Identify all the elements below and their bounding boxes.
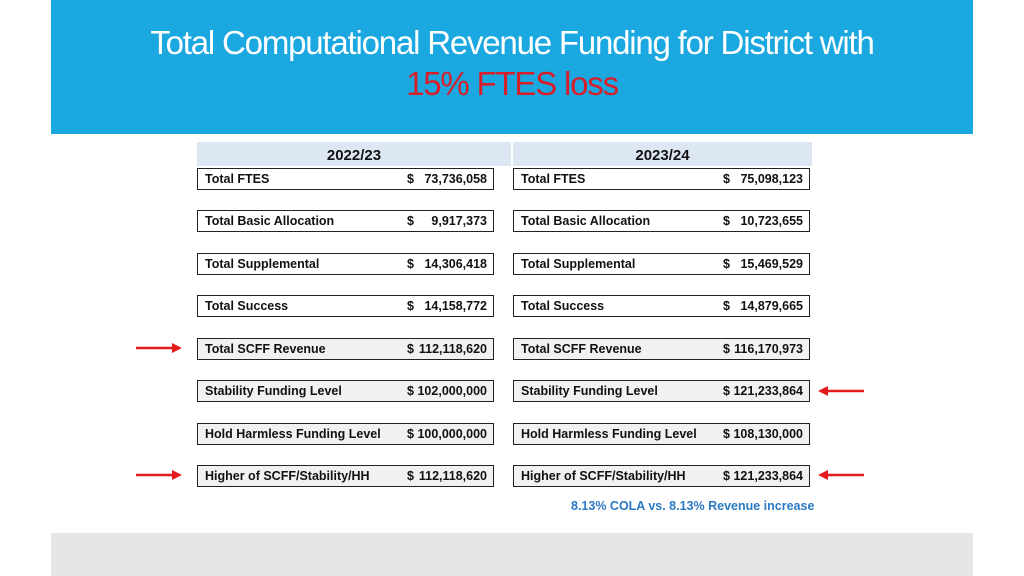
dollar-sign: $ xyxy=(723,214,730,228)
table-row: Hold Harmless Funding Level $100,000,000 xyxy=(197,423,494,445)
column-2023-24: 2023/24 Total FTES $75,098,123 Total Basi… xyxy=(513,142,812,487)
table-row: Hold Harmless Funding Level $108,130,000 xyxy=(513,423,810,445)
slide-subtitle: 15% FTES loss xyxy=(406,65,619,102)
table-row: Stability Funding Level $102,000,000 xyxy=(197,380,494,402)
row-value: 75,098,123 xyxy=(740,172,803,186)
row-label: Total SCFF Revenue xyxy=(205,342,326,356)
row-value: 9,917,373 xyxy=(431,214,487,228)
cola-note: 8.13% COLA vs. 8.13% Revenue increase xyxy=(571,499,815,513)
dollar-sign: $ xyxy=(723,299,730,313)
row-label: Stability Funding Level xyxy=(205,384,342,398)
table-row: Total Success $14,879,665 xyxy=(513,295,810,317)
arrow-right-icon xyxy=(136,470,182,480)
row-value: 14,306,418 xyxy=(424,257,487,271)
dollar-sign: $ xyxy=(407,342,414,356)
slide-title: Total Computational Revenue Funding for … xyxy=(150,24,874,61)
row-value: 102,000,000 xyxy=(417,384,487,398)
table-row: Total Supplemental $14,306,418 xyxy=(197,253,494,275)
row-value: 10,723,655 xyxy=(740,214,803,228)
column-2022-23: 2022/23 Total FTES $73,736,058 Total Basi… xyxy=(197,142,511,487)
dollar-sign: $ xyxy=(407,172,414,186)
table-row: Higher of SCFF/Stability/HH $121,233,864 xyxy=(513,465,810,487)
row-label: Total FTES xyxy=(205,172,270,186)
title-banner: Total Computational Revenue Funding for … xyxy=(51,0,973,134)
dollar-sign: $ xyxy=(407,299,414,313)
dollar-sign: $ xyxy=(723,469,730,483)
table-row: Total Basic Allocation $9,917,373 xyxy=(197,210,494,232)
table-row: Higher of SCFF/Stability/HH $112,118,620 xyxy=(197,465,494,487)
table-row: Total FTES $75,098,123 xyxy=(513,168,810,190)
row-value: 73,736,058 xyxy=(424,172,487,186)
row-label: Total Success xyxy=(205,299,289,313)
dollar-sign: $ xyxy=(723,257,730,271)
dollar-sign: $ xyxy=(723,342,730,356)
dollar-sign: $ xyxy=(407,384,414,398)
table-row: Total Success $14,158,772 xyxy=(197,295,494,317)
dollar-sign: $ xyxy=(407,214,414,228)
row-value: 100,000,000 xyxy=(417,427,487,441)
table-row: Stability Funding Level $121,233,864 xyxy=(513,380,810,402)
table-row: Total FTES $73,736,058 xyxy=(197,168,494,190)
row-value: 14,879,665 xyxy=(740,299,803,313)
dollar-sign: $ xyxy=(723,427,730,441)
row-value: 112,118,620 xyxy=(418,469,487,483)
row-label: Stability Funding Level xyxy=(521,384,658,398)
dollar-sign: $ xyxy=(407,427,414,441)
row-label: Total Basic Allocation xyxy=(205,214,335,228)
table-row: Total SCFF Revenue $112,118,620 xyxy=(197,338,494,360)
row-label: Total Basic Allocation xyxy=(521,214,651,228)
dollar-sign: $ xyxy=(723,384,730,398)
row-label: Total Success xyxy=(521,299,605,313)
row-value: 116,170,973 xyxy=(734,342,803,356)
row-label: Hold Harmless Funding Level xyxy=(521,427,697,441)
row-label: Higher of SCFF/Stability/HH xyxy=(521,469,686,483)
row-label: Total FTES xyxy=(521,172,586,186)
row-value: 121,233,864 xyxy=(733,469,803,483)
row-label: Total SCFF Revenue xyxy=(521,342,642,356)
arrow-left-icon xyxy=(818,470,864,480)
dollar-sign: $ xyxy=(407,469,414,483)
column-header: 2022/23 xyxy=(197,142,511,166)
row-value: 121,233,864 xyxy=(733,384,803,398)
row-value: 112,118,620 xyxy=(418,342,487,356)
arrow-left-icon xyxy=(818,386,864,396)
row-value: 14,158,772 xyxy=(424,299,487,313)
table-row: Total Supplemental $15,469,529 xyxy=(513,253,810,275)
row-label: Total Supplemental xyxy=(521,257,636,271)
footer-band xyxy=(51,533,973,576)
row-label: Higher of SCFF/Stability/HH xyxy=(205,469,370,483)
dollar-sign: $ xyxy=(723,172,730,186)
row-value: 15,469,529 xyxy=(740,257,803,271)
table-row: Total SCFF Revenue $116,170,973 xyxy=(513,338,810,360)
dollar-sign: $ xyxy=(407,257,414,271)
row-label: Total Supplemental xyxy=(205,257,320,271)
arrow-right-icon xyxy=(136,343,182,353)
row-value: 108,130,000 xyxy=(733,427,803,441)
table-row: Total Basic Allocation $10,723,655 xyxy=(513,210,810,232)
column-header: 2023/24 xyxy=(513,142,812,166)
row-label: Hold Harmless Funding Level xyxy=(205,427,381,441)
